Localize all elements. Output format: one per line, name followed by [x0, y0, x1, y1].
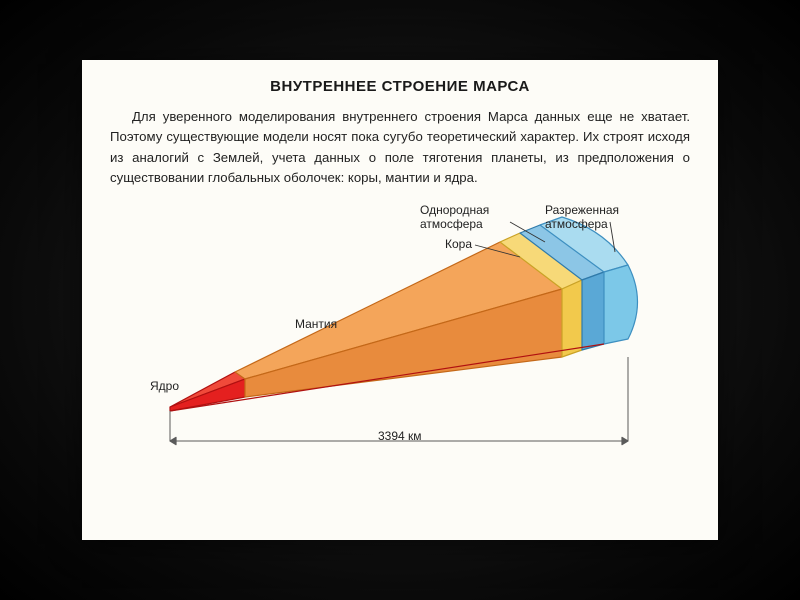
description-paragraph: Для уверенного моделирования внутреннего… — [110, 107, 690, 189]
content-card: ВНУТРЕННЕЕ СТРОЕНИЕ МАРСА Для уверенного… — [82, 60, 718, 540]
label-mantle: Мантия — [295, 317, 337, 331]
mars-structure-diagram: Ядро Мантия Кора Однороднаяатмосфера Раз… — [110, 197, 690, 467]
label-radius-measure: 3394 км — [378, 429, 422, 443]
label-homogeneous-atmosphere: Однороднаяатмосфера — [420, 203, 489, 231]
page-title: ВНУТРЕННЕЕ СТРОЕНИЕ МАРСА — [110, 78, 690, 95]
wedge-svg — [110, 197, 690, 467]
label-core: Ядро — [150, 379, 179, 393]
label-rarefied-atmosphere: Разреженнаяатмосфера — [545, 203, 619, 231]
label-crust: Кора — [445, 237, 472, 251]
